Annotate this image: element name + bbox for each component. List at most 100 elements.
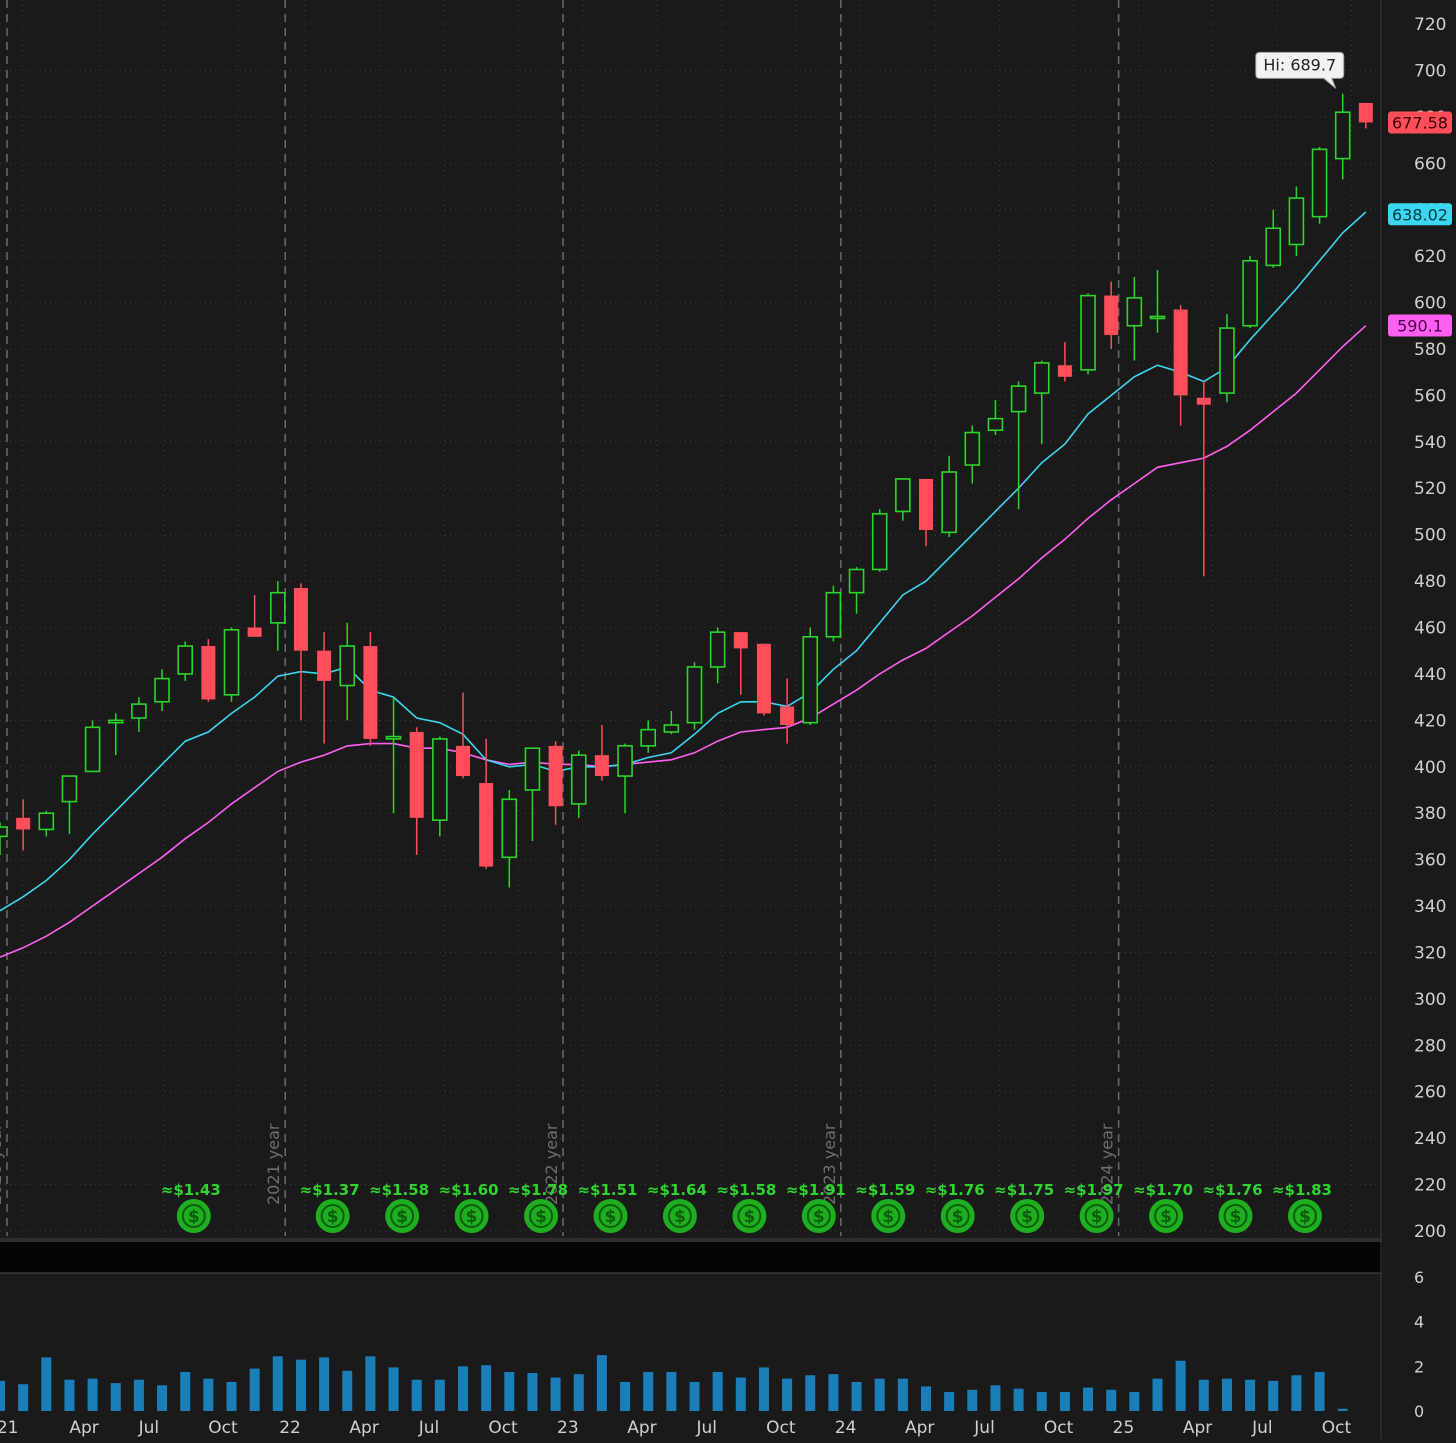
- candle-body-up: [1080, 294, 1096, 371]
- dividend-amount: ≈$1.91: [786, 1181, 846, 1199]
- dividend-amount: ≈$1.78: [508, 1181, 568, 1199]
- dividend-icon-ring: [320, 1204, 345, 1228]
- time-axis[interactable]: 21 Apr Jul Oct 22 Apr Jul Oct 23 Apr Jul Oct 24 Apr Ju…: [0, 1418, 1351, 1438]
- candle-body-down: [594, 755, 609, 777]
- candle: [570, 750, 587, 818]
- volume-bar: [758, 1367, 769, 1411]
- dividend-icon: [1218, 1199, 1253, 1233]
- candle-body-up: [1265, 227, 1282, 267]
- candle: [709, 627, 726, 684]
- year-separator-label: 2024 year: [1098, 1123, 1117, 1205]
- dividend-icon-ring: [876, 1204, 901, 1228]
- candle-body-down: [247, 627, 262, 637]
- candlestick-layer: [0, 93, 1373, 888]
- candle: [131, 697, 147, 732]
- candle-body-up: [686, 666, 703, 724]
- candle: [38, 810, 55, 837]
- volume-bar: [712, 1371, 723, 1411]
- volume-bar: [1129, 1392, 1140, 1411]
- candle: [1057, 341, 1072, 382]
- candle: [247, 595, 262, 637]
- volume-bar: [689, 1381, 700, 1411]
- price-tick-label: 400: [1414, 758, 1446, 778]
- time-tick-label: Apr: [1183, 1418, 1212, 1438]
- time-tick-label: Oct: [208, 1418, 238, 1438]
- candle-body-down: [1358, 102, 1373, 123]
- ma-slow-line: [0, 325, 1367, 958]
- dividend-icon: [662, 1199, 697, 1233]
- dividend-icon: [732, 1199, 767, 1233]
- volume-bar: [550, 1377, 561, 1411]
- candle-body-up: [385, 735, 402, 740]
- dividend-icon-ring: [1292, 1204, 1317, 1228]
- dividend-icon: [385, 1199, 420, 1233]
- candle-body-down: [780, 706, 795, 725]
- dividend-amount: ≈$1.37: [300, 1181, 360, 1199]
- volume-bar: [458, 1366, 468, 1411]
- candle: [409, 727, 424, 855]
- ma-fast-tag-text: 638.02: [1392, 205, 1448, 224]
- dividend-icon: [315, 1199, 350, 1233]
- candle: [84, 720, 101, 773]
- candle: [223, 627, 240, 702]
- dividend-icon-symbol: $: [605, 1207, 617, 1227]
- time-tick-label: Apr: [627, 1418, 656, 1438]
- dividend-icon-ring: [459, 1204, 484, 1228]
- time-tick-label: Apr: [905, 1418, 934, 1438]
- candle-body-down: [733, 632, 748, 649]
- volume-bar: [504, 1371, 515, 1411]
- candle-body-up: [709, 631, 726, 668]
- candle-body-up: [61, 775, 78, 803]
- dividend-amount: ≈$1.58: [369, 1181, 429, 1199]
- dividend-marker: ≈$1.76 $: [925, 1181, 985, 1233]
- time-tick-label: Apr: [69, 1418, 98, 1438]
- time-tick-label: Jul: [1251, 1418, 1273, 1438]
- candle: [501, 789, 518, 888]
- volume-bar: [203, 1378, 214, 1411]
- candle-body-up: [1242, 259, 1258, 327]
- candle-body-down: [756, 643, 771, 714]
- volume-bar: [967, 1389, 978, 1411]
- ma-fast-tag-bg: [1388, 203, 1452, 226]
- candle: [293, 583, 308, 721]
- candle: [1104, 281, 1119, 349]
- candle-body-up: [432, 738, 448, 821]
- dividend-icon-symbol: $: [1021, 1207, 1033, 1227]
- dividend-icon-symbol: $: [1160, 1207, 1172, 1227]
- dividend-marker: ≈$1.75 $: [994, 1181, 1054, 1233]
- candle-body-up: [223, 629, 240, 696]
- price-tick-label: 580: [1414, 340, 1446, 360]
- candle: [1358, 102, 1373, 129]
- candle-body-up: [1219, 327, 1235, 394]
- volume-bar: [1314, 1371, 1325, 1411]
- volume-axis[interactable]: 0 2 4 6: [1414, 1268, 1424, 1421]
- dividend-amount: ≈$1.58: [716, 1181, 776, 1199]
- volume-bar: [411, 1379, 422, 1411]
- time-tick-label: 23: [557, 1418, 579, 1438]
- time-tick-label: Jul: [418, 1418, 440, 1438]
- volume-bar: [87, 1378, 98, 1411]
- price-tick-label: 320: [1414, 943, 1446, 963]
- candle-body-up: [0, 826, 8, 838]
- price-tick-label: 460: [1414, 619, 1446, 639]
- candle: [663, 711, 680, 735]
- grid-layer: [0, 0, 1380, 1236]
- dividend-icon-ring: [529, 1204, 554, 1228]
- volume-bar: [342, 1370, 353, 1411]
- candle: [919, 478, 933, 547]
- price-axis[interactable]: 2002202402602803003203403603804004204404…: [1380, 0, 1446, 1439]
- candle: [895, 478, 911, 521]
- dividend-icon-ring: [1084, 1204, 1109, 1228]
- panel-divider-top: [0, 1238, 1382, 1242]
- high-bubble-text: Hi: 689.7: [1263, 55, 1336, 74]
- candle-body-up: [1010, 385, 1027, 413]
- dividend-icon-symbol: $: [1230, 1207, 1242, 1227]
- candle: [1149, 270, 1166, 333]
- ma-slow-tag: 590.1: [1388, 314, 1452, 337]
- time-tick-label: Oct: [488, 1418, 518, 1438]
- volume-bar: [18, 1384, 29, 1411]
- price-tick-label: 620: [1414, 247, 1446, 267]
- price-tick-label: 260: [1414, 1083, 1446, 1103]
